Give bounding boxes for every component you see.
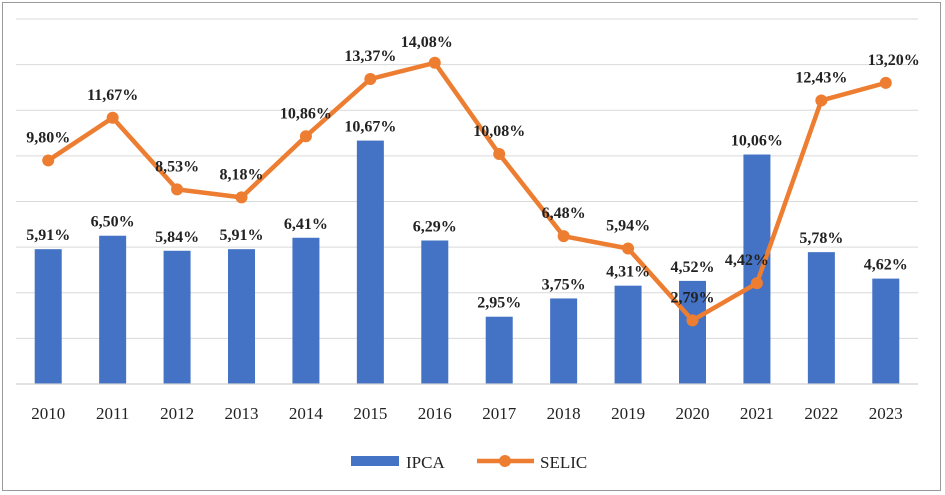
selic-data-label-2015: 13,37% [344,48,396,65]
legend-selic-swatch-marker [499,455,511,467]
ipca-bar-2020 [679,280,706,384]
legend: IPCA SELIC [351,453,587,472]
ipca-data-label-2015: 10,67% [344,119,396,136]
ipca-data-label-2014: 6,41% [284,216,328,233]
selic-data-label-2016: 14,08% [401,34,453,51]
selic-data-label-2011: 11,67% [87,87,138,104]
legend-selic-label: SELIC [540,453,587,472]
x-tick-label-2011: 2011 [96,404,129,423]
gridlines [16,18,918,339]
selic-marker-2020 [686,314,699,327]
selic-marker-2023 [879,76,892,89]
ipca-bar-2012 [163,250,191,384]
ipca-data-label-2011: 6,50% [91,214,135,231]
selic-line-series [42,56,892,327]
x-tick-label-2021: 2021 [740,404,774,423]
selic-data-label-2017: 10,08% [473,123,525,140]
ipca-bars [34,140,900,384]
ipca-data-label-2013: 5,91% [220,227,264,244]
x-tick-label-2010: 2010 [31,404,65,423]
ipca-bar-2019 [614,285,642,384]
x-tick-label-2019: 2019 [611,404,645,423]
x-tick-label-2023: 2023 [869,404,903,423]
x-axis-tick-labels: 2010 2011 2012 2013 2014 2015 2016 2017 2018 2019… [31,404,903,423]
ipca-bar-2015 [356,140,384,384]
ipca-data-label-2010: 5,91% [26,227,70,244]
selic-marker-2014 [299,130,312,143]
selic-marker-2015 [364,72,377,85]
selic-data-label-2013: 8,18% [220,166,264,183]
selic-data-label-2018: 6,48% [542,205,586,222]
ipca-bar-2022 [807,252,835,384]
selic-marker-2011 [106,111,119,124]
ipca-data-label-2022: 5,78% [799,230,843,247]
selic-marker-2019 [622,242,635,255]
selic-data-label-2019: 5,94% [606,217,650,234]
ipca-data-label-2017: 2,95% [477,295,521,312]
ipca-data-labels: 5,91% 6,50% 5,84% 5,91% 6,41% 10,67% 6,29% 2,95… [26,119,908,312]
selic-data-label-2021: 4,42% [725,252,769,269]
ipca-bar-2011 [99,235,127,384]
selic-marker-2012 [171,183,184,196]
x-tick-label-2020: 2020 [676,404,710,423]
selic-marker-2016 [428,56,441,69]
selic-marker-2018 [557,230,570,243]
ipca-data-label-2019: 4,31% [606,264,650,281]
x-tick-label-2014: 2014 [289,404,324,423]
selic-data-label-2023: 13,20% [868,52,920,69]
ipca-data-label-2018: 3,75% [542,276,586,293]
ipca-data-label-2020: 4,52% [671,259,715,276]
ipca-bar-2014 [292,237,320,384]
selic-marker-2022 [815,94,828,107]
x-tick-label-2015: 2015 [353,404,387,423]
x-tick-label-2013: 2013 [225,404,259,423]
ipca-bar-2016 [421,240,449,384]
ipca-data-label-2021: 10,06% [731,133,783,150]
ipca-bar-2023 [872,278,900,384]
x-tick-label-2017: 2017 [482,404,517,423]
ipca-data-label-2012: 5,84% [155,229,199,246]
selic-data-labels: 9,80% 11,67% 8,53% 8,18% 10,86% 13,37% 14,08% 1… [26,34,920,307]
ipca-bar-2013 [228,249,255,384]
ipca-bar-2018 [550,298,578,384]
selic-line [46,60,887,323]
selic-marker-2013 [235,191,248,204]
selic-data-label-2020: 2,79% [671,289,715,306]
x-tick-label-2018: 2018 [547,404,581,423]
selic-marker-2010 [42,154,55,167]
legend-ipca-swatch [351,456,399,466]
ipca-data-label-2023: 4,62% [864,257,908,274]
x-tick-label-2016: 2016 [418,404,452,423]
ipca-bar-2021 [743,154,771,384]
legend-ipca-label: IPCA [406,453,445,472]
x-tick-label-2012: 2012 [160,404,194,423]
x-tick-label-2022: 2022 [804,404,838,423]
selic-data-label-2014: 10,86% [280,105,332,122]
ipca-data-label-2016: 6,29% [413,219,457,236]
ipca-bar-2010 [34,249,62,384]
selic-data-label-2010: 9,80% [26,129,70,146]
selic-marker-2021 [750,277,763,290]
ipca-bar-2017 [485,316,513,384]
selic-data-label-2022: 12,43% [795,69,847,86]
selic-marker-2017 [493,148,506,161]
selic-data-label-2012: 8,53% [155,158,199,175]
